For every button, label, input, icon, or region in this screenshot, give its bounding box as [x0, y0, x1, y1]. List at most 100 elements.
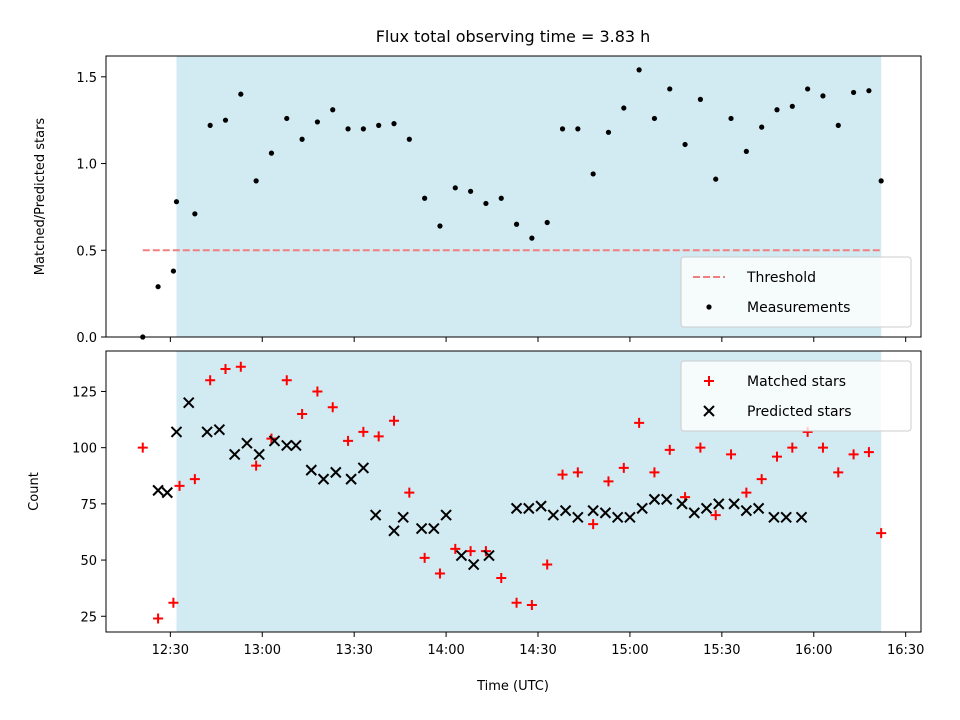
matched-star-point: [787, 442, 798, 453]
predicted-star-point: [170, 426, 183, 438]
y-tick-label: 50: [80, 554, 97, 569]
predicted-star-point: [253, 448, 265, 461]
x-tick-label: 16:30: [887, 643, 924, 658]
measurement-point: [253, 178, 259, 184]
y-axis-title: Matched/Predicted stars: [33, 118, 48, 276]
measurement-point: [850, 89, 857, 96]
measurement-point: [299, 136, 305, 142]
predicted-star-point: [510, 502, 523, 515]
legend-matched-swatch: [704, 376, 714, 386]
x-tick-label: 13:30: [335, 643, 372, 658]
measurement-point: [544, 219, 550, 226]
measurement-point: [437, 223, 443, 229]
measurement-point: [621, 105, 627, 111]
predicted-star-point: [559, 504, 572, 517]
measurement-point: [667, 86, 673, 92]
measurement-point: [222, 117, 229, 123]
chart-title: Flux total observing time = 3.83 h: [376, 27, 651, 46]
matched-star-point: [251, 460, 262, 471]
legend-label: Threshold: [746, 270, 816, 286]
x-tick-label: 14:00: [427, 643, 464, 658]
x-tick-label: 15:30: [703, 643, 740, 658]
measurement-point: [759, 124, 765, 130]
x-tick-label: 13:00: [244, 643, 281, 658]
matched-star-point: [327, 402, 338, 413]
matched-star-point: [220, 363, 231, 374]
predicted-star-point: [700, 502, 713, 515]
predicted-star-point: [467, 558, 480, 571]
matched-star-point: [281, 375, 292, 386]
measurement-point: [697, 96, 703, 102]
predicted-star-point: [572, 511, 584, 524]
predicted-star-point: [388, 525, 400, 537]
y-tick-label: 1.0: [76, 158, 97, 173]
measurement-point: [866, 88, 872, 94]
predicted-star-point: [483, 549, 495, 562]
predicted-star-point: [345, 473, 357, 485]
measurement-point: [789, 103, 795, 109]
matched-star-point: [205, 375, 216, 386]
predicted-star-point: [415, 522, 428, 535]
predicted-star-point: [369, 509, 382, 521]
predicted-star-point: [330, 466, 342, 479]
matched-star-point: [235, 361, 246, 372]
y-tick-label: 100: [72, 442, 97, 457]
matched-star-point: [634, 417, 645, 428]
measurement-point: [238, 91, 244, 97]
predicted-star-point: [780, 511, 792, 524]
matched-star-point: [618, 462, 629, 473]
predicted-star-point: [660, 493, 673, 506]
legend-predicted-swatch: [703, 405, 715, 417]
predicted-star-point: [795, 511, 808, 524]
predicted-star-point: [428, 522, 440, 535]
measurement-point: [422, 195, 428, 201]
matched-star-point: [771, 451, 782, 462]
measurement-point: [605, 129, 612, 135]
matched-star-point: [664, 444, 675, 455]
predicted-star-point: [281, 439, 293, 452]
matched-star-point: [603, 476, 614, 487]
measurement-point: [483, 200, 489, 207]
predicted-star-point: [268, 435, 281, 447]
predicted-star-point: [688, 507, 700, 519]
predicted-star-point: [636, 502, 648, 515]
predicted-star-point: [228, 448, 241, 461]
matched-star-point: [695, 442, 706, 453]
y-tick-label: 25: [80, 610, 97, 625]
x-tick-label: 14:30: [519, 643, 556, 658]
matched-star-point: [312, 386, 323, 397]
measurement-point: [513, 221, 520, 227]
measurement-point: [406, 136, 412, 142]
predicted-star-point: [611, 511, 624, 524]
matched-star-point: [557, 469, 568, 480]
panel-ratio: 0.0 0.5 1.0 1.5 Matched/Predicted stars Thres…: [33, 55, 922, 346]
legend-box: [680, 360, 912, 432]
predicted-star-point: [161, 486, 173, 499]
matched-star-point: [189, 474, 200, 485]
matched-star-point: [833, 467, 844, 478]
predicted-star-point: [768, 511, 780, 524]
measurement-point: [173, 199, 180, 205]
measurement-point: [878, 178, 884, 184]
axes-frame: [105, 55, 922, 338]
predicted-star-point: [676, 498, 688, 510]
measurement-point: [330, 107, 336, 113]
matched-star-point: [817, 442, 828, 453]
matched-star-point: [373, 431, 384, 442]
predicted-star-point: [728, 498, 740, 510]
measurement-point: [207, 122, 213, 128]
measurement-point: [468, 188, 474, 194]
measurement-point: [713, 176, 719, 182]
y-tick-label: 125: [72, 385, 97, 400]
legend-label: Matched stars: [747, 374, 846, 390]
predicted-star-point: [752, 502, 765, 515]
measurement-point: [820, 93, 826, 99]
measurement-point: [559, 126, 566, 132]
matched-star-point: [168, 597, 179, 608]
measurement-point: [590, 171, 596, 177]
predicted-star-point: [523, 502, 535, 515]
measurement-point: [345, 126, 351, 132]
predicted-star-point: [317, 473, 330, 485]
predicted-star-point: [241, 437, 253, 449]
measurement-point: [268, 150, 275, 156]
